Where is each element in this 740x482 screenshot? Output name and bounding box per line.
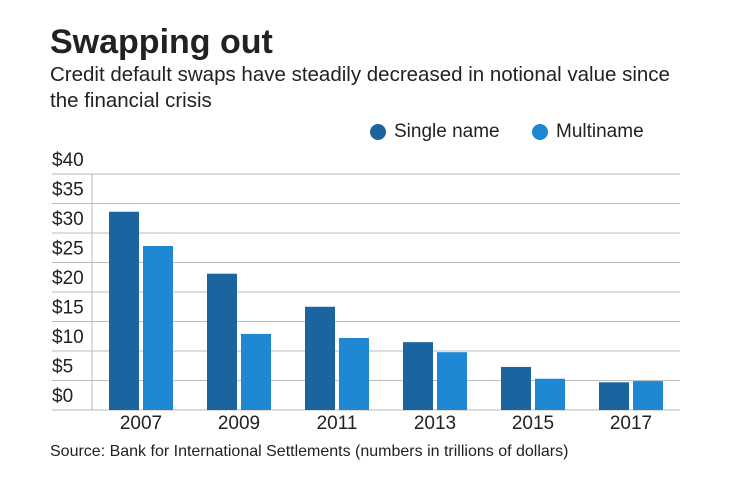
legend-marker [370,124,386,140]
x-tick-label: 2011 [317,413,358,434]
bar [403,342,433,410]
x-tick-label: 2007 [120,413,162,434]
y-tick-label: $25 [52,239,84,260]
y-tick-label: $0 [52,386,73,407]
chart-subtitle: Credit default swaps have steadily decre… [50,63,670,112]
y-tick-label: $10 [52,327,84,348]
legend-label: Single name [394,121,500,142]
bar [143,245,173,410]
bar [109,211,139,410]
bar [501,366,531,410]
chart-title: Swapping out [50,23,273,61]
bar [305,306,335,410]
legend-label: Multiname [556,121,644,142]
bar [339,338,369,410]
y-tick-label: $5 [52,357,73,378]
y-tick-label: $30 [52,209,84,230]
bar [207,273,237,410]
x-tick-label: 2015 [512,413,554,434]
y-tick-label: $15 [52,298,84,319]
y-tick-label: $20 [52,268,84,289]
x-tick-label: 2017 [610,413,652,434]
bar [535,378,565,410]
bar [241,333,271,410]
subtitle-box: Credit default swaps have steadily decre… [50,63,670,112]
x-tick-label: 2009 [218,413,260,434]
bar [633,381,663,410]
source: Source: Bank for International Settlemen… [50,443,568,460]
x-tick-label: 2013 [414,413,456,434]
y-tick-label: $35 [52,180,84,201]
y-tick-label: $40 [52,150,84,171]
bar [599,382,629,410]
legend-marker [532,124,548,140]
bar [437,352,467,410]
